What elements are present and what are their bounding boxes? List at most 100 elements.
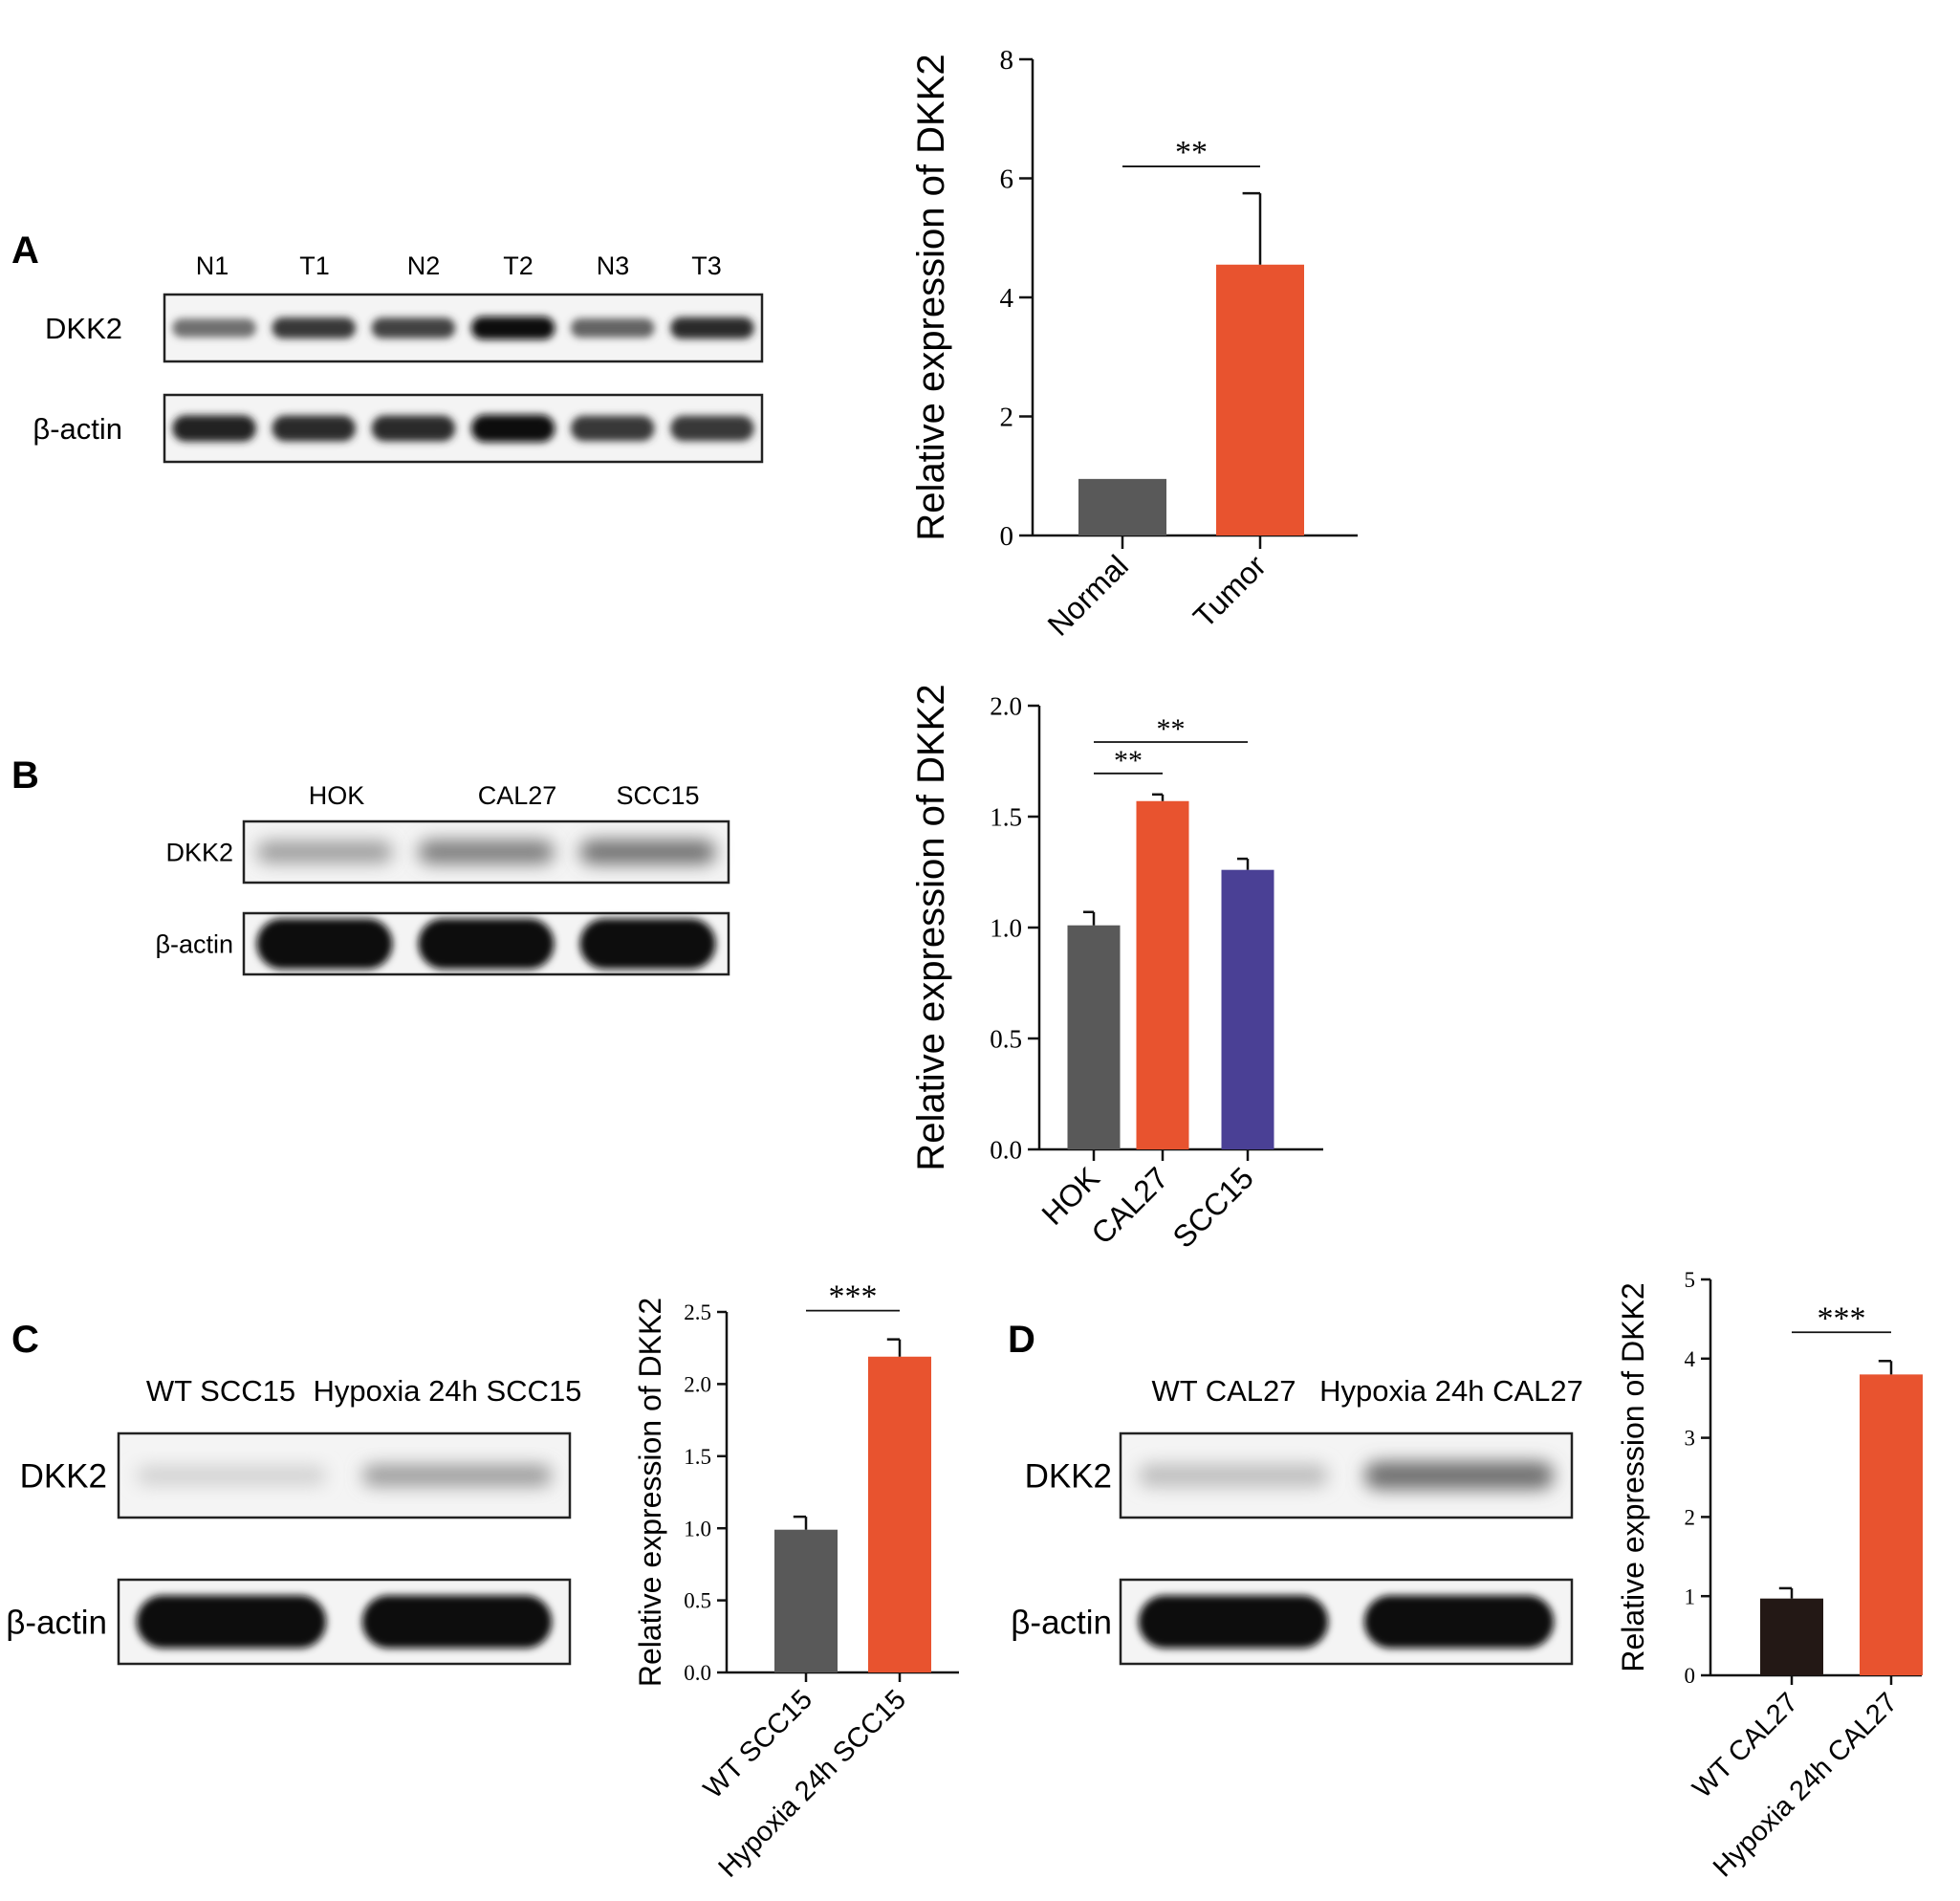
blot-band [1138,1464,1329,1487]
western-blot-a: N1 T1 N2 T2 N3 T3 DKK2 β-actin [33,251,764,464]
lane-label: WT SCC15 [146,1374,295,1408]
blot-band [579,840,716,864]
bar [1078,478,1166,535]
lane-label: HOK [309,781,365,810]
blot-band [470,317,555,339]
y-tick-label: 0.0 [684,1661,711,1685]
significance-label: *** [829,1279,878,1315]
bar [1221,869,1274,1149]
y-axis-label: Relative expression of DKK2 [910,684,952,1170]
y-tick-label: 4 [1000,283,1014,314]
blot-band [579,918,716,970]
bar [868,1356,931,1672]
lane-label: CAL27 [478,781,557,810]
lane-label: SCC15 [616,781,699,810]
y-axis-label: Relative expression of DKK2 [910,54,952,540]
blot-band [136,1466,327,1485]
y-tick-label: 1.5 [990,802,1022,831]
lane-label: N1 [196,251,229,280]
blot-band [418,918,555,970]
blot-band [256,841,393,863]
blot-row-label: DKK2 [45,312,122,345]
blot-band [571,415,655,442]
western-blot-c: WT SCC15 Hypoxia 24h SCC15 DKK2 β-actin [6,1374,582,1666]
lane-label: N3 [597,251,630,280]
lane-label: Hypoxia 24h CAL27 [1319,1374,1583,1408]
y-tick-label: 0 [1000,521,1014,552]
blot-band [670,415,754,442]
blot-band [172,415,256,442]
y-tick-label: 0.5 [684,1589,711,1613]
y-tick-label: 6 [1000,164,1014,195]
blot-band [371,415,456,442]
blot-band [1138,1595,1329,1649]
y-tick-label: 5 [1685,1268,1696,1292]
blot-band [371,317,456,339]
blot-band [418,840,555,864]
blot-membrane [163,393,764,464]
significance-label: ** [1175,135,1208,170]
blot-band [361,1464,553,1487]
x-tick-label: CAL27 [1084,1160,1175,1251]
lane-label: T3 [691,251,722,280]
lane-label: T2 [503,251,534,280]
y-tick-label: 2 [1685,1505,1696,1529]
x-tick-label: Tumor [1187,548,1273,634]
y-tick-label: 0 [1685,1664,1696,1688]
bar-chart-b: 0.0 0.5 1.0 1.5 2.0 Relative expression of DK… [910,684,1323,1255]
x-tick-label: Hypoxia 24h SCC15 [713,1684,912,1883]
panel-letter-d: D [1008,1319,1035,1361]
significance-label: *** [1818,1300,1866,1336]
bar [1136,800,1189,1149]
blot-row-label: β-actin [6,1604,107,1641]
y-tick-label: 4 [1685,1347,1696,1371]
x-tick-label: SCC15 [1166,1160,1260,1254]
lane-label: N2 [407,251,441,280]
y-axis-label: Relative expression of DKK2 [633,1298,667,1687]
blot-band [136,1595,327,1649]
bar [1216,264,1304,535]
panel-letter-c: C [11,1319,39,1361]
blot-band [470,414,555,443]
blot-row-label: β-actin [155,929,233,958]
bar [1860,1374,1923,1675]
bar [774,1529,838,1672]
blot-row-label: DKK2 [165,838,233,866]
blot-row-label: β-actin [33,412,122,446]
western-blot-b: HOK CAL27 SCC15 DKK2 β-actin [155,781,730,976]
bar-chart-c: 0.0 0.5 1.0 1.5 2.0 2.5 Relative expression of… [633,1279,959,1884]
y-tick-label: 2.0 [684,1372,711,1396]
y-tick-label: 3 [1685,1427,1696,1451]
y-tick-label: 1.0 [684,1517,711,1540]
panel-letter-a: A [11,229,39,272]
x-tick-label: Normal [1041,548,1135,642]
y-tick-label: 2.5 [684,1300,711,1324]
blot-band [1363,1595,1555,1649]
blot-band [172,318,256,338]
bar [1067,925,1121,1149]
blot-membrane [163,293,764,363]
blot-band [256,918,393,970]
y-tick-label: 1.5 [684,1445,711,1469]
blot-band [1363,1461,1555,1490]
blot-row-label: β-actin [1011,1604,1112,1641]
y-tick-label: 2 [1000,403,1014,433]
blot-band [272,317,356,339]
y-tick-label: 2.0 [990,691,1022,720]
blot-band [571,318,655,338]
lane-label: WT CAL27 [1151,1374,1296,1408]
significance-label: ** [1157,713,1186,745]
western-blot-d: WT CAL27 Hypoxia 24h CAL27 DKK2 β-actin [1011,1374,1583,1666]
y-tick-label: 0.5 [990,1024,1022,1053]
x-tick-label: Hypoxia 24h CAL27 [1708,1687,1904,1883]
blot-band [272,415,356,442]
y-tick-label: 1 [1685,1584,1696,1608]
y-tick-label: 8 [1000,45,1014,76]
blot-row-label: DKK2 [1025,1457,1112,1495]
significance-label: ** [1114,745,1143,776]
lane-label: Hypoxia 24h SCC15 [314,1374,582,1408]
y-tick-label: 0.0 [990,1135,1022,1164]
panel-letter-b: B [11,754,39,797]
